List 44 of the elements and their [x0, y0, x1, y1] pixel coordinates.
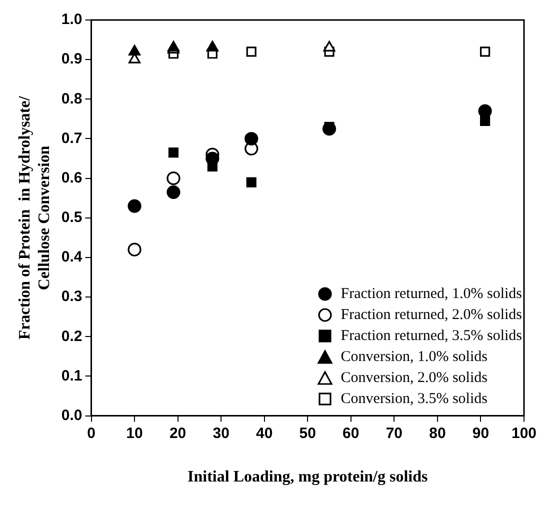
- legend-label: Fraction returned, 3.5% solids: [340, 328, 522, 345]
- point: [128, 199, 142, 213]
- point: [246, 177, 256, 188]
- point: [168, 148, 179, 158]
- x-tick-label: 20: [169, 424, 186, 442]
- legend-label: Conversion, 2.0% solids: [340, 370, 488, 387]
- x-tick-label: 40: [256, 424, 273, 442]
- y-tick-label: 0.3: [61, 288, 82, 306]
- point: [323, 40, 336, 52]
- point: [322, 122, 336, 136]
- point: [166, 172, 180, 186]
- x-tick-label: 80: [429, 424, 446, 442]
- x-tick-label: 100: [511, 424, 537, 442]
- legend-label: Conversion, 1.0% solids: [340, 348, 488, 366]
- x-tick-label: 50: [299, 424, 316, 442]
- x-axis-title: Initial Loading, mg protein/g solids: [188, 468, 428, 486]
- x-tick-label: 70: [386, 424, 403, 442]
- y-tick-label: 0.7: [61, 130, 82, 147]
- y-tick-label: 0.4: [61, 248, 83, 266]
- y-tick-label: 0.9: [61, 50, 82, 68]
- x-tick-label: 30: [212, 424, 230, 442]
- y-tick-label: 0.1: [61, 367, 82, 384]
- point: [244, 132, 258, 146]
- y-tick-label: 0.8: [61, 90, 82, 108]
- y-tick-label: 0.5: [61, 209, 82, 226]
- y-tick-label: 0.0: [61, 406, 82, 424]
- point: [480, 46, 490, 57]
- x-tick-label: 0: [87, 424, 96, 442]
- point: [166, 185, 180, 199]
- point: [246, 46, 256, 57]
- y-axis-title: Fraction of Protein in Hydrolysate/ Cellulose Conversion: [16, 96, 53, 340]
- x-tick-label: 10: [126, 424, 143, 442]
- legend-label: Fraction returned, 1.0% solids: [340, 286, 522, 303]
- point: [128, 242, 142, 256]
- x-tick-label: 60: [342, 424, 360, 442]
- legend-label: Fraction returned, 2.0% solids: [340, 306, 522, 324]
- point: [206, 152, 220, 166]
- y-tick-label: 0.2: [61, 328, 82, 345]
- x-tick-label: 90: [472, 424, 490, 442]
- y-tick-label: 1.0: [61, 11, 82, 28]
- point: [478, 104, 492, 118]
- y-tick-label: 0.6: [61, 169, 82, 186]
- point: [128, 44, 141, 56]
- legend-label: Conversion, 3.5% solids: [340, 390, 488, 408]
